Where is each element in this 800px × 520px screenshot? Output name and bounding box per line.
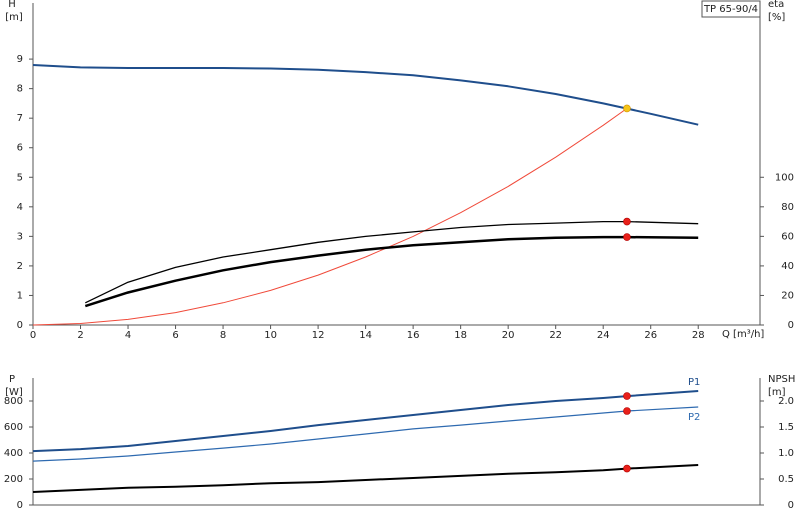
chart-title: TP 65-90/4 bbox=[703, 4, 758, 15]
x-tick-label: 8 bbox=[220, 330, 226, 341]
title-box bbox=[701, 0, 761, 18]
y2-tick-label: 60 bbox=[781, 231, 794, 242]
y2-axis-unit: [%] bbox=[768, 12, 785, 23]
y2-tick-label: 1.0 bbox=[778, 448, 794, 459]
x-tick-label: 14 bbox=[359, 330, 372, 341]
x-tick-label: 0 bbox=[30, 330, 36, 341]
y2-tick-label: 100 bbox=[775, 172, 794, 183]
y-tick-label: 800 bbox=[4, 396, 23, 407]
y-axis-unit: [W] bbox=[5, 387, 23, 398]
x-tick-label: 4 bbox=[125, 330, 131, 341]
y-tick-label: 7 bbox=[17, 113, 23, 124]
x-tick-label: 6 bbox=[172, 330, 178, 341]
y-tick-label: 0 bbox=[17, 320, 23, 331]
x-tick-label: 24 bbox=[597, 330, 610, 341]
y-tick-label: 6 bbox=[17, 143, 23, 154]
x-tick-label: 22 bbox=[549, 330, 562, 341]
y-axis-label: P bbox=[9, 374, 15, 385]
y-tick-label: 4 bbox=[17, 202, 23, 213]
y-tick-label: 2 bbox=[17, 261, 23, 272]
y2-tick-label: 1.5 bbox=[778, 422, 794, 433]
y-tick-label: 9 bbox=[17, 54, 23, 65]
y2-tick-label: 80 bbox=[781, 202, 794, 213]
duty-point bbox=[623, 392, 631, 400]
curve bbox=[32, 406, 699, 462]
duty-point bbox=[623, 217, 631, 226]
duty-point bbox=[623, 464, 631, 473]
x-tick-label: 28 bbox=[692, 330, 705, 341]
x-tick-label: 2 bbox=[77, 330, 83, 341]
x-tick-label: 16 bbox=[407, 330, 420, 341]
y2-tick-label: 0 bbox=[788, 320, 794, 331]
curve bbox=[32, 464, 699, 493]
duty-point bbox=[623, 233, 631, 241]
y2-axis-unit: [m] bbox=[768, 387, 786, 398]
y-tick-label: 5 bbox=[17, 172, 23, 183]
y2-axis-label: NPSH bbox=[768, 374, 795, 385]
y-tick-label: 8 bbox=[17, 84, 23, 95]
x-axis-label: Q [m³/h] bbox=[722, 329, 764, 340]
duty-point bbox=[623, 104, 631, 113]
y2-tick-label: 0.5 bbox=[778, 474, 794, 485]
y-tick-label: 1 bbox=[17, 290, 23, 301]
y-axis-unit: [m] bbox=[5, 12, 23, 23]
y-tick-label: 200 bbox=[4, 474, 23, 485]
y2-axis-label: eta bbox=[768, 0, 784, 10]
x-tick-label: 12 bbox=[312, 330, 325, 341]
x-tick-label: 18 bbox=[454, 330, 467, 341]
y2-tick-label: 20 bbox=[781, 290, 794, 301]
x-tick-label: 10 bbox=[264, 330, 277, 341]
x-tick-label: 26 bbox=[644, 330, 657, 341]
y-axis-label: H bbox=[8, 0, 16, 10]
y-tick-label: 600 bbox=[4, 422, 23, 433]
curve bbox=[32, 107, 628, 326]
curve bbox=[84, 235, 699, 308]
curve bbox=[32, 64, 699, 126]
x-tick-label: 20 bbox=[502, 330, 515, 341]
y2-tick-label: 0 bbox=[788, 500, 794, 511]
series-label: P1 bbox=[688, 377, 700, 388]
y2-tick-label: 2.0 bbox=[778, 396, 794, 407]
y-tick-label: 400 bbox=[4, 448, 23, 459]
curve bbox=[85, 220, 699, 304]
duty-point bbox=[623, 407, 631, 415]
y-tick-label: 0 bbox=[17, 500, 23, 511]
y2-tick-label: 40 bbox=[781, 261, 794, 272]
curve bbox=[32, 390, 699, 453]
y-tick-label: 3 bbox=[17, 231, 23, 242]
series-label: P2 bbox=[688, 412, 700, 423]
